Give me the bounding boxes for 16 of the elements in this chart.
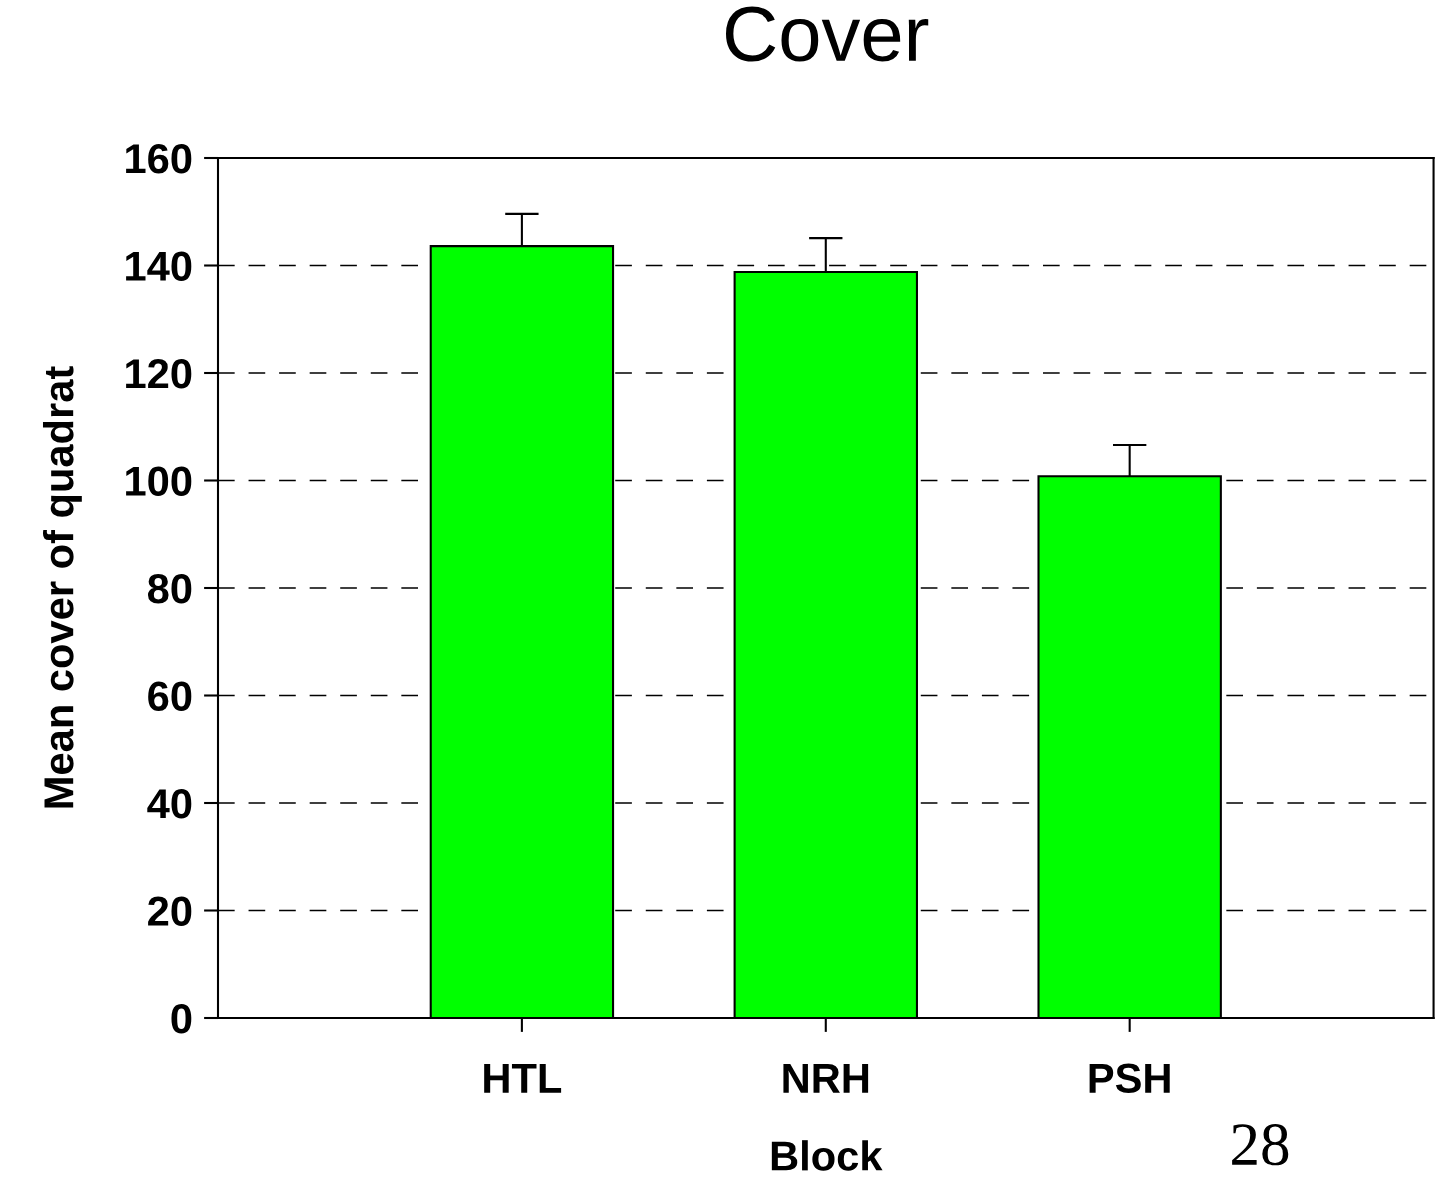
x-tick-label: HTL — [484, 1063, 562, 1093]
x-tick-label: PSH — [1089, 1063, 1170, 1094]
y-tick-label: 140 — [126, 251, 192, 282]
y-tick-label: 20 — [148, 896, 192, 927]
y-tick-label: 100 — [126, 466, 192, 497]
y-tick-label: 0 — [171, 1004, 192, 1034]
x-axis-title: Block — [771, 1140, 883, 1171]
x-tick-label: NRH — [783, 1063, 869, 1093]
text: 28 — [1232, 1124, 1289, 1166]
chart-title: Cover — [726, 6, 929, 62]
y-tick-label: 120 — [126, 359, 192, 389]
y-axis-title: Mean cover of quadrat — [42, 366, 82, 808]
y-tick-label: 60 — [148, 681, 192, 712]
y-tick-label: 160 — [126, 144, 192, 174]
y-tick-label: 40 — [147, 789, 192, 819]
y-tick-label: 80 — [147, 574, 192, 604]
